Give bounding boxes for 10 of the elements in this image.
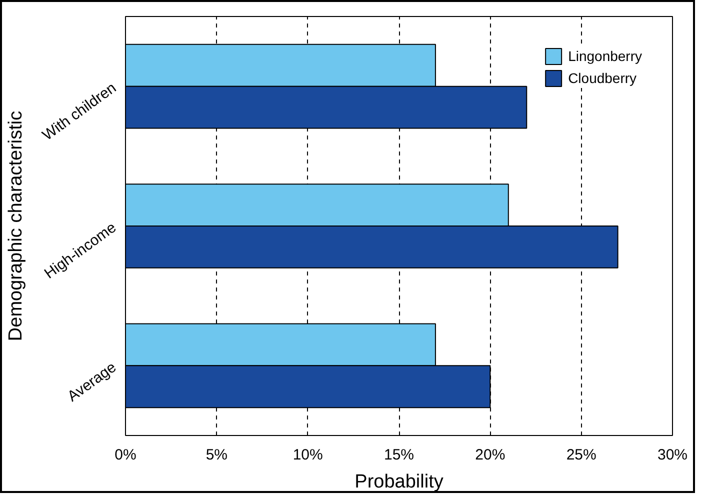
x-tick-label: 30% xyxy=(657,446,688,464)
legend-label: Lingonberry xyxy=(568,48,642,64)
x-tick-label: 5% xyxy=(206,446,228,464)
x-tick-label: 20% xyxy=(475,446,506,464)
x-tick-label: 15% xyxy=(384,446,414,464)
x-tick-label: 0% xyxy=(114,446,136,464)
y-axis-title: Demographic characteristic xyxy=(5,110,26,342)
x-tick-label: 10% xyxy=(292,446,323,464)
legend-label: Cloudberry xyxy=(568,70,637,86)
x-tick-label: 25% xyxy=(566,446,596,464)
